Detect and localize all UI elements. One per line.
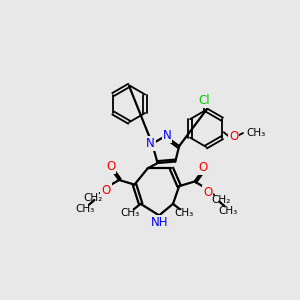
Text: CH₃: CH₃ bbox=[174, 208, 194, 218]
Text: N: N bbox=[146, 137, 155, 150]
Text: NH: NH bbox=[150, 216, 168, 229]
Text: O: O bbox=[101, 184, 111, 197]
Text: CH₃: CH₃ bbox=[219, 206, 238, 216]
Text: CH₂: CH₂ bbox=[211, 195, 230, 205]
Text: CH₃: CH₃ bbox=[120, 208, 140, 218]
Text: CH₃: CH₃ bbox=[246, 128, 266, 138]
Text: O: O bbox=[203, 186, 212, 199]
Text: O: O bbox=[198, 161, 208, 174]
Text: CH₂: CH₂ bbox=[83, 194, 103, 203]
Text: CH₃: CH₃ bbox=[76, 204, 95, 214]
Text: O: O bbox=[229, 130, 239, 142]
Text: N: N bbox=[163, 129, 171, 142]
Text: Cl: Cl bbox=[199, 94, 210, 107]
Text: O: O bbox=[106, 160, 115, 172]
